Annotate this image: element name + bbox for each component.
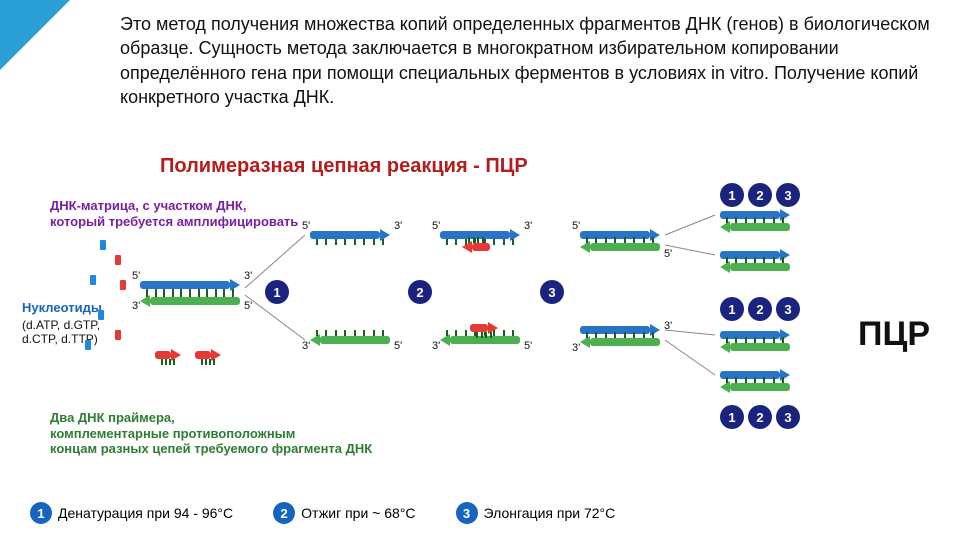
big-label: ПЦР xyxy=(858,315,930,354)
end-label: 5' xyxy=(302,220,310,232)
dna-strand xyxy=(140,296,240,306)
nucleotide-icon xyxy=(85,340,91,350)
end-label: 5' xyxy=(524,340,532,352)
end-label: 3' xyxy=(572,342,580,354)
end-label: 3' xyxy=(394,220,402,232)
diagram-title: Полимеразная цепная реакция - ПЦР xyxy=(160,155,528,178)
dna-strand xyxy=(720,342,790,352)
legend-item: 3 Элонгация при 72°С xyxy=(456,502,616,524)
end-label: 5' xyxy=(664,248,672,260)
end-label: 5' xyxy=(244,300,252,312)
description-text: Это метод получения множества копий опре… xyxy=(120,12,940,109)
step-circle: 2 xyxy=(408,280,432,304)
step-circle: 1 xyxy=(720,405,744,429)
dna-strand xyxy=(720,382,790,392)
dna-strand xyxy=(720,262,790,272)
dna-strand xyxy=(580,337,660,347)
step-badge: 1 xyxy=(30,502,52,524)
dna-strand xyxy=(462,242,490,252)
end-label: 5' xyxy=(132,270,140,282)
step-badge: 2 xyxy=(273,502,295,524)
step-circle: 3 xyxy=(540,280,564,304)
end-label: 3' xyxy=(132,300,140,312)
end-label: 5' xyxy=(432,220,440,232)
nucleotide-icon xyxy=(120,280,126,290)
legend-text: Элонгация при 72°С xyxy=(484,505,616,521)
dna-strand xyxy=(580,242,660,252)
step-circle: 3 xyxy=(776,405,800,429)
dna-strand xyxy=(720,222,790,232)
step-circle: 1 xyxy=(720,297,744,321)
step-badge: 3 xyxy=(456,502,478,524)
slide: Это метод получения множества копий опре… xyxy=(0,0,960,540)
end-label: 3' xyxy=(244,270,252,282)
nucleotide-icon xyxy=(100,240,106,250)
step-circle: 3 xyxy=(776,297,800,321)
legend-text: Денатурация при 94 - 96°С xyxy=(58,505,233,521)
step-circle: 2 xyxy=(748,405,772,429)
end-label: 5' xyxy=(572,220,580,232)
nucleotide-icon xyxy=(115,330,121,340)
step-circle: 2 xyxy=(748,183,772,207)
end-label: 3' xyxy=(664,320,672,332)
dna-strand xyxy=(195,350,221,360)
legend-item: 2 Отжиг при ~ 68°С xyxy=(273,502,415,524)
step-circle: 3 xyxy=(776,183,800,207)
step-circle: 2 xyxy=(748,297,772,321)
nucleotide-icon xyxy=(98,310,104,320)
end-label: 3' xyxy=(524,220,532,232)
legend-item: 1 Денатурация при 94 - 96°С xyxy=(30,502,233,524)
corner-decor-blue xyxy=(0,0,70,70)
dna-strand xyxy=(140,280,240,290)
end-label: 3' xyxy=(432,340,440,352)
end-label: 5' xyxy=(394,340,402,352)
nucleotide-icon xyxy=(90,275,96,285)
dna-strand xyxy=(155,350,181,360)
nucleotide-icon xyxy=(115,255,121,265)
legend: 1 Денатурация при 94 - 96°С 2 Отжиг при ~ 6… xyxy=(30,502,930,524)
legend-text: Отжиг при ~ 68°С xyxy=(301,505,415,521)
dna-strand xyxy=(310,230,390,240)
pcr-diagram: 1231231231235'3'3'5'5'3'3'5'5'3'3'5'5'5'… xyxy=(20,180,860,480)
dna-strand xyxy=(470,323,498,333)
end-label: 3' xyxy=(302,340,310,352)
step-circle: 1 xyxy=(720,183,744,207)
step-circle: 1 xyxy=(265,280,289,304)
dna-strand xyxy=(310,335,390,345)
